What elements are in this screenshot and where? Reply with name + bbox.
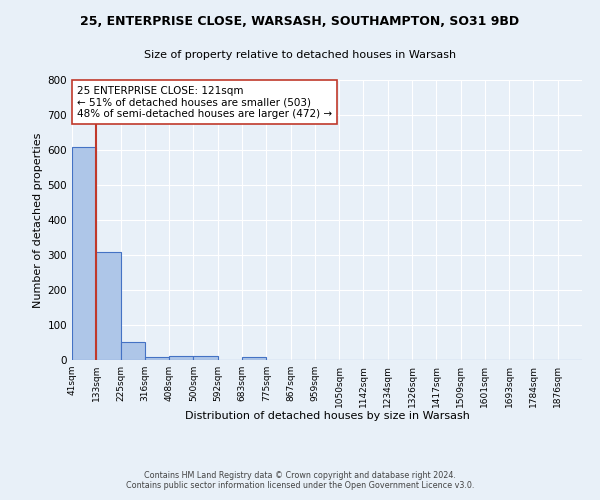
Y-axis label: Number of detached properties: Number of detached properties xyxy=(34,132,43,308)
Bar xyxy=(72,147,96,360)
Bar xyxy=(121,342,145,360)
Bar xyxy=(193,356,218,360)
Bar xyxy=(145,356,169,360)
Bar xyxy=(242,357,266,360)
Text: Size of property relative to detached houses in Warsash: Size of property relative to detached ho… xyxy=(144,50,456,60)
X-axis label: Distribution of detached houses by size in Warsash: Distribution of detached houses by size … xyxy=(185,411,469,421)
Bar xyxy=(96,252,121,360)
Text: Contains HM Land Registry data © Crown copyright and database right 2024.
Contai: Contains HM Land Registry data © Crown c… xyxy=(126,470,474,490)
Text: 25 ENTERPRISE CLOSE: 121sqm
← 51% of detached houses are smaller (503)
48% of se: 25 ENTERPRISE CLOSE: 121sqm ← 51% of det… xyxy=(77,86,332,119)
Text: 25, ENTERPRISE CLOSE, WARSASH, SOUTHAMPTON, SO31 9BD: 25, ENTERPRISE CLOSE, WARSASH, SOUTHAMPT… xyxy=(80,15,520,28)
Bar xyxy=(169,356,193,360)
